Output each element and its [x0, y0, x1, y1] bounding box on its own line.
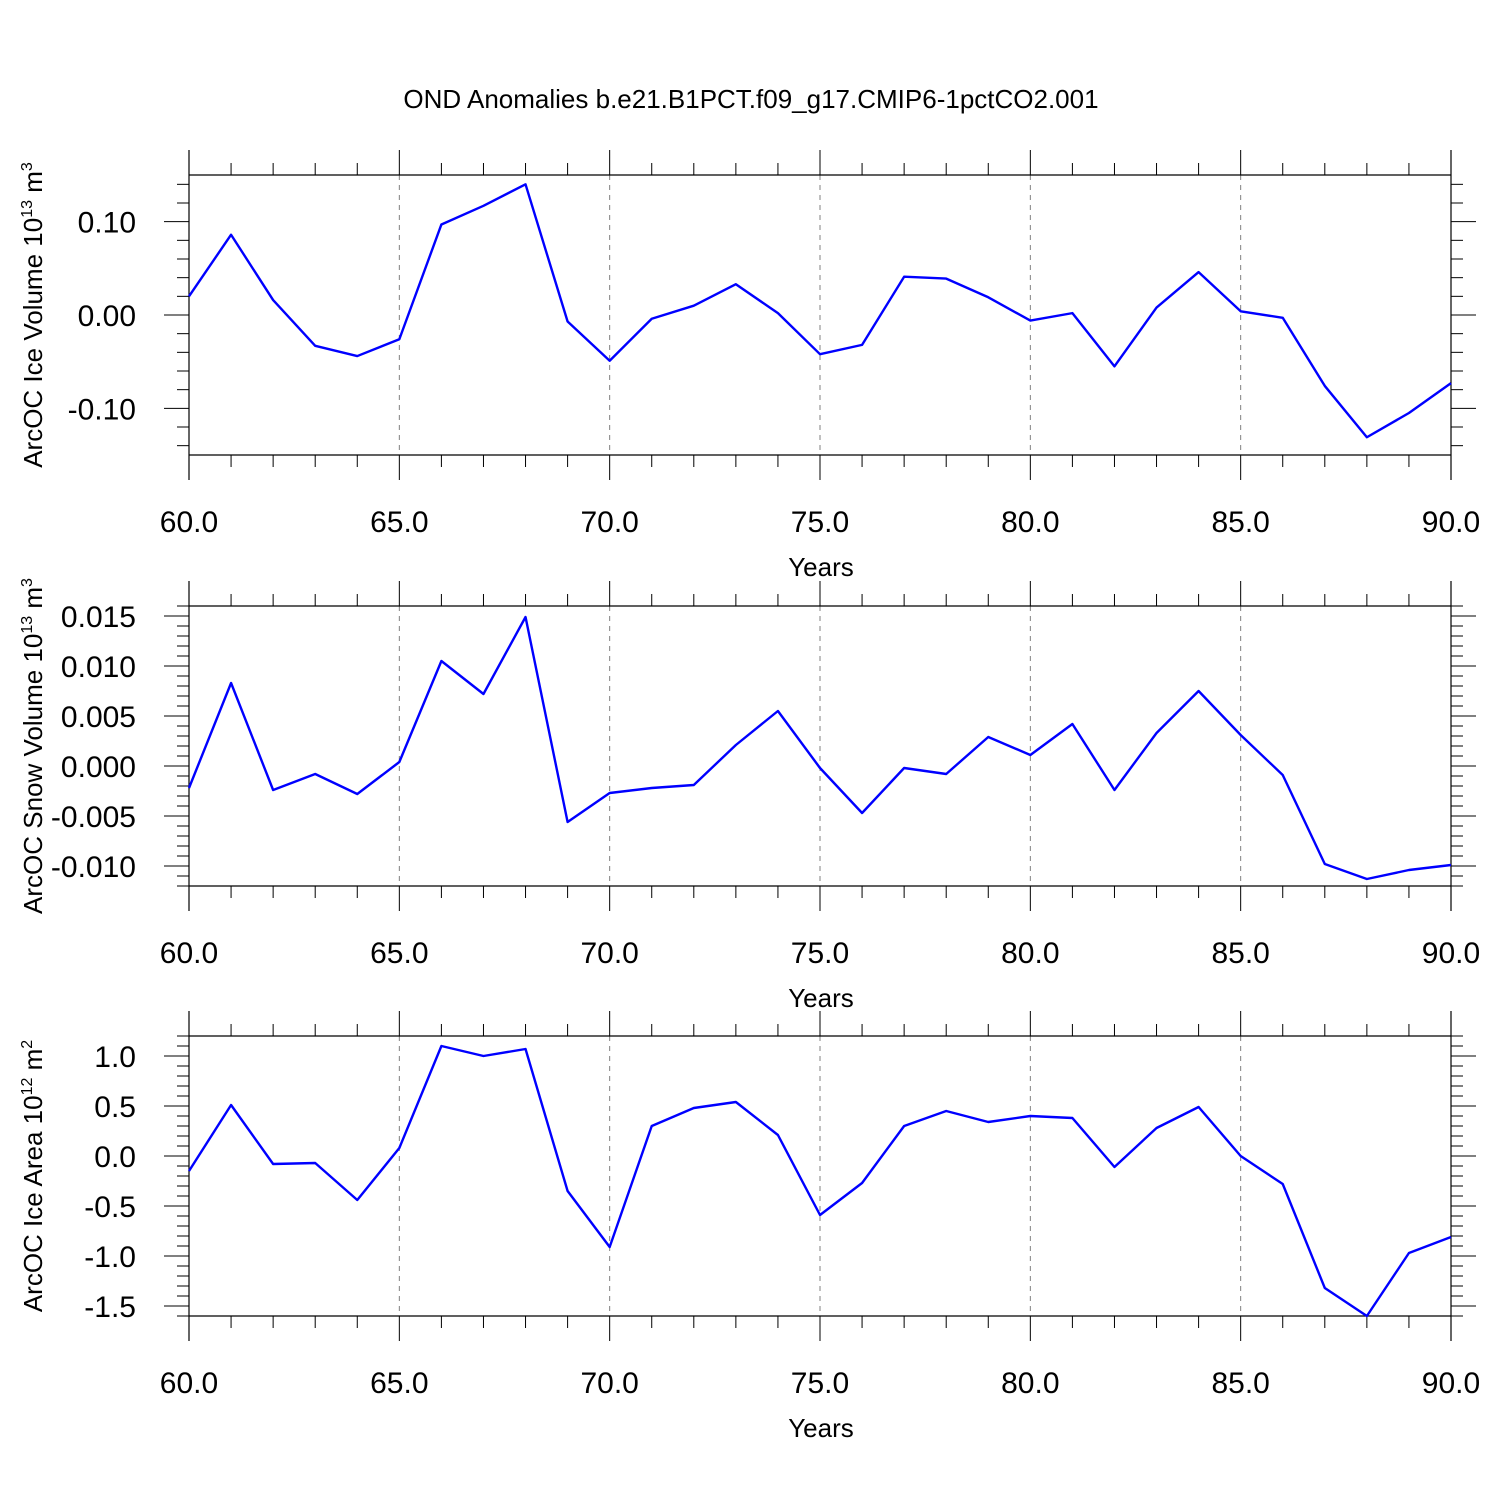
y-axis-title: ArcOC Ice Area 1012 m2: [18, 1040, 48, 1312]
y-tick-label: -0.10: [68, 393, 136, 426]
x-tick-label: 75.0: [791, 1367, 849, 1400]
y-tick-label: -0.010: [51, 851, 136, 884]
x-tick-label: 90.0: [1422, 937, 1480, 970]
x-tick-label: 75.0: [791, 506, 849, 539]
y-axis-title: ArcOC Ice Volume 1013 m3: [18, 162, 48, 468]
x-tick-label: 65.0: [370, 1367, 428, 1400]
y-tick-label: 0.00: [78, 300, 136, 333]
y-axis-title-text: ArcOC Ice Volume 10: [18, 218, 48, 468]
x-tick-label: 60.0: [160, 937, 218, 970]
panel-2: 60.0 65.0 70.0 75.0 80.0 85.0 90.0 -0.010 -0.005…: [18, 578, 1480, 1013]
x-tick-label: 70.0: [580, 1367, 638, 1400]
x-axis-title: Years: [788, 983, 854, 1013]
y-axis-title-text: m: [18, 171, 48, 200]
x-tick-label: 90.0: [1422, 1367, 1480, 1400]
y-axis-title-text: ArcOC Snow Volume 10: [18, 634, 48, 914]
y-axis-title-superscript: 13: [19, 616, 36, 634]
y-tick-label: -0.5: [84, 1191, 136, 1224]
y-tick-label: 0.10: [78, 207, 136, 240]
x-axis-title: Years: [788, 552, 854, 582]
y-axis-title-superscript: 12: [19, 1078, 36, 1096]
figure-title: OND Anomalies b.e21.B1PCT.f09_g17.CMIP6-…: [403, 84, 1098, 114]
x-tick-label: 70.0: [580, 937, 638, 970]
y-tick-label: 0.015: [61, 601, 136, 634]
y-tick-label: 0.010: [61, 651, 136, 684]
y-tick-label: 0.5: [94, 1091, 136, 1124]
x-tick-label: 85.0: [1211, 506, 1269, 539]
panel-3: 60.0 65.0 70.0 75.0 80.0 85.0 90.0 -1.5 -1.0 -0.5…: [18, 1011, 1480, 1443]
x-tick-label: 85.0: [1211, 937, 1269, 970]
y-axis-title-superscript: 13: [19, 200, 36, 218]
panels: 60.0 65.0 70.0 75.0 80.0 85.0 90.0 -0.10 0.00 0.1…: [18, 150, 1480, 1443]
x-tick-label: 70.0: [580, 506, 638, 539]
x-tick-label: 80.0: [1001, 506, 1059, 539]
x-tick-label: 65.0: [370, 506, 428, 539]
y-tick-label: 0.0: [94, 1141, 136, 1174]
y-axis-title-superscript: 3: [19, 578, 36, 587]
y-axis-title-text: m: [18, 1049, 48, 1078]
y-axis-title-superscript: 2: [19, 1040, 36, 1049]
x-tick-label: 80.0: [1001, 1367, 1059, 1400]
y-axis-title: ArcOC Snow Volume 1013 m3: [18, 578, 48, 914]
x-axis-title: Years: [788, 1413, 854, 1443]
y-axis-title-text: ArcOC Ice Area 10: [18, 1095, 48, 1312]
x-tick-label: 75.0: [791, 937, 849, 970]
y-tick-label: -0.005: [51, 801, 136, 834]
y-tick-label: -1.0: [84, 1241, 136, 1274]
x-tick-label: 80.0: [1001, 937, 1059, 970]
y-tick-label: 0.005: [61, 701, 136, 734]
x-tick-label: 60.0: [160, 506, 218, 539]
y-axis-title-text: m: [18, 587, 48, 616]
y-tick-label: -1.5: [84, 1291, 136, 1324]
y-tick-label: 1.0: [94, 1041, 136, 1074]
x-tick-label: 85.0: [1211, 1367, 1269, 1400]
x-tick-label: 65.0: [370, 937, 428, 970]
y-axis-title-superscript: 3: [19, 162, 36, 171]
panel-1: 60.0 65.0 70.0 75.0 80.0 85.0 90.0 -0.10 0.00 0.1…: [18, 150, 1480, 582]
y-tick-label: 0.000: [61, 751, 136, 784]
x-tick-label: 60.0: [160, 1367, 218, 1400]
x-tick-label: 90.0: [1422, 506, 1480, 539]
